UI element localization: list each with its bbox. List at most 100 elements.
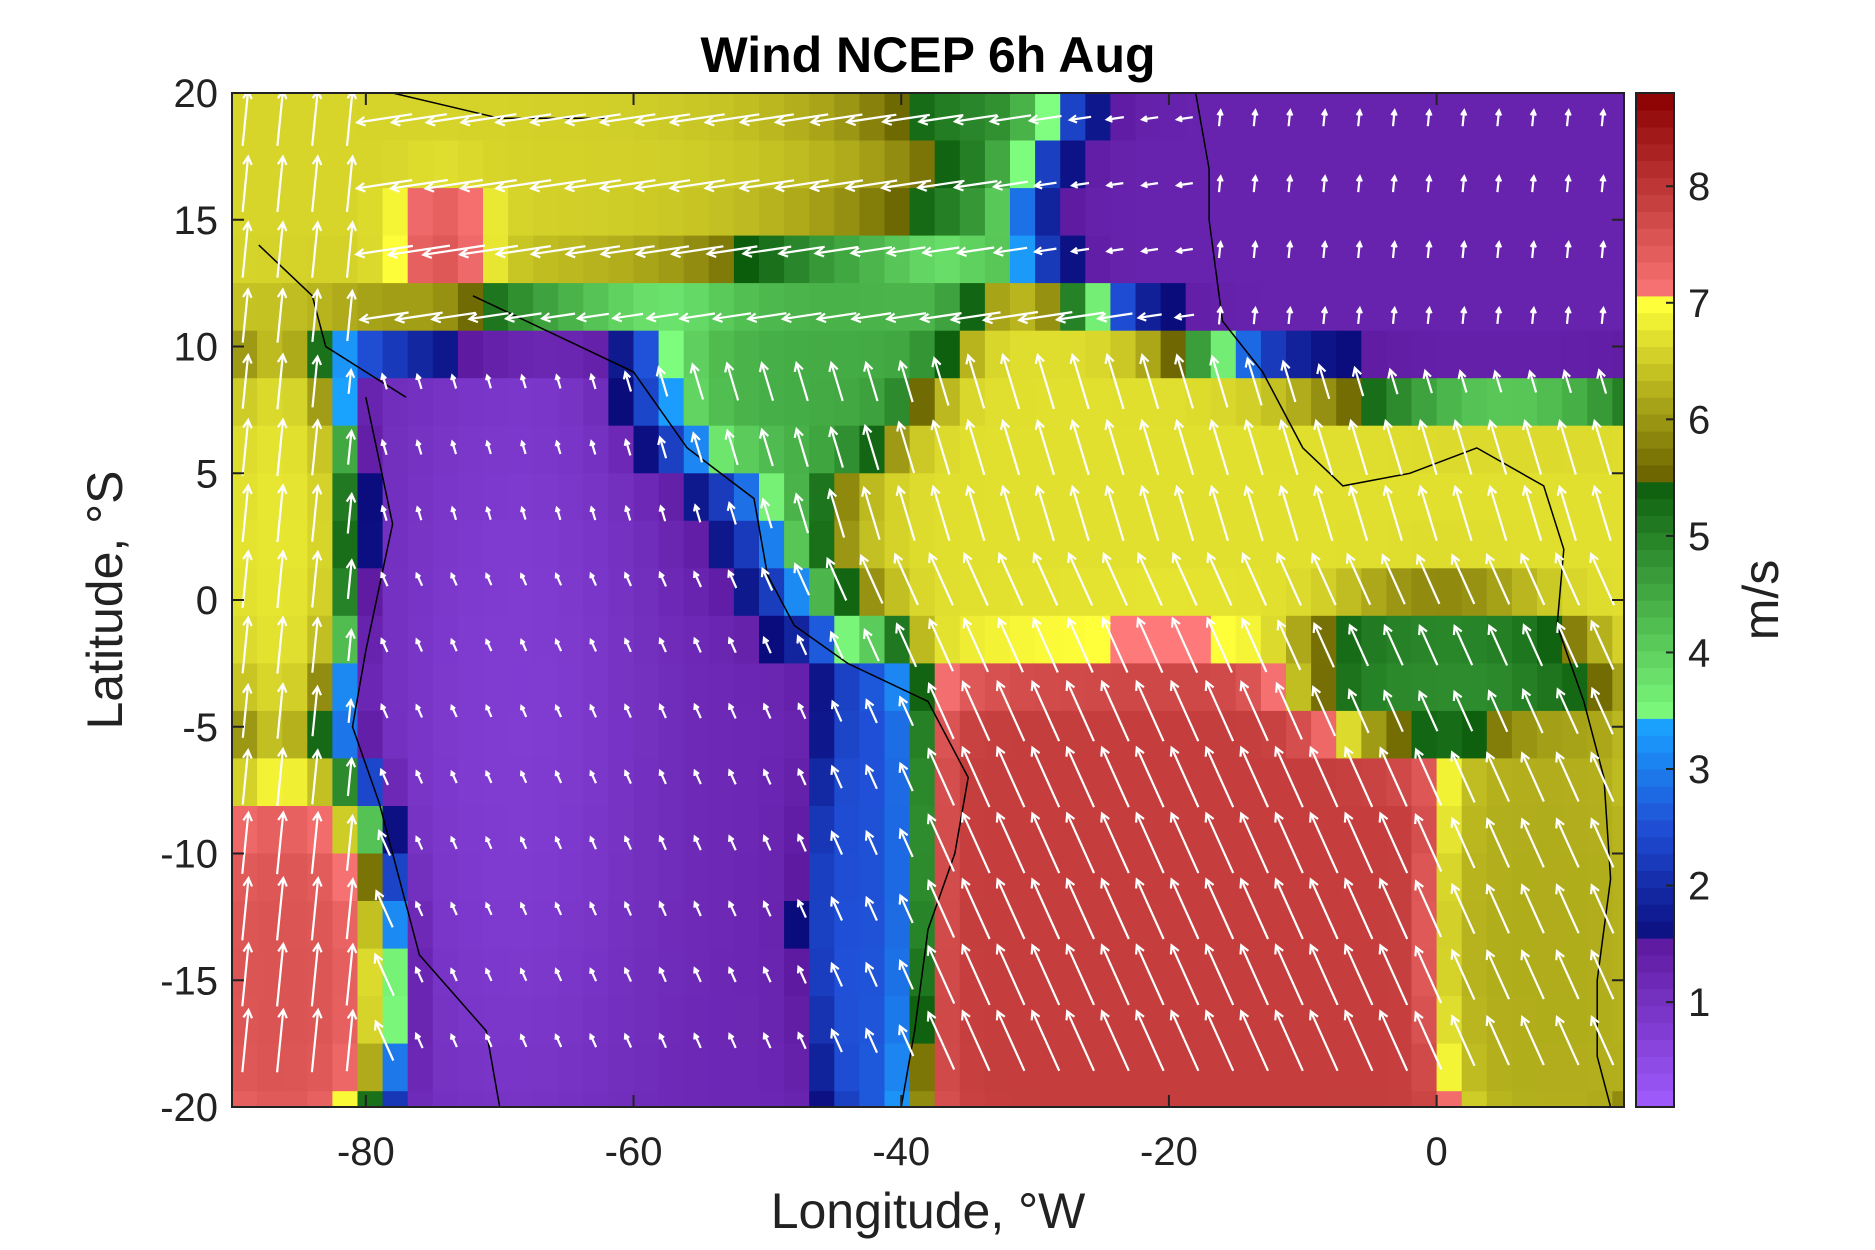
field-cell — [1185, 188, 1212, 237]
colorbar-tick-label: 3 — [1688, 748, 1710, 792]
wind-arrow — [623, 966, 633, 982]
wind-arrow — [241, 483, 253, 543]
wind-arrow — [893, 552, 919, 606]
field-cell — [1511, 758, 1538, 807]
field-cell — [1110, 663, 1137, 712]
field-cell — [1461, 901, 1488, 950]
wind-arrow — [668, 113, 725, 127]
wind-arrow — [389, 113, 447, 127]
wind-arrow — [658, 702, 667, 719]
wind-arrow — [276, 417, 288, 477]
field-cell — [483, 1091, 509, 1107]
wind-arrow — [1274, 943, 1304, 1006]
field-cell — [1160, 901, 1187, 950]
wind-arrow — [1487, 623, 1509, 666]
field-cell — [1336, 283, 1362, 332]
field-cell — [508, 473, 534, 522]
wind-arrow — [1169, 811, 1200, 874]
field-cell — [1461, 93, 1488, 142]
wind-arrow — [415, 637, 424, 652]
field-cell — [759, 140, 785, 189]
colorbar-band — [1636, 971, 1674, 990]
wind-arrow — [345, 756, 357, 797]
field-cell — [1486, 330, 1513, 379]
field-cell — [1135, 330, 1162, 379]
wind-arrow — [485, 572, 493, 586]
field-cell — [909, 235, 936, 284]
field-cell — [1085, 568, 1111, 617]
wind-arrow — [276, 220, 288, 278]
field-cell — [1587, 283, 1613, 332]
wind-arrow — [1239, 745, 1270, 808]
field-cell — [533, 710, 559, 759]
colorbar-band — [1636, 583, 1674, 601]
wind-arrow — [563, 113, 621, 127]
field-cell — [733, 425, 760, 474]
field-cell — [1587, 235, 1613, 284]
wind-arrow — [658, 636, 667, 653]
field-cell — [1311, 806, 1337, 855]
field-cell — [282, 473, 308, 522]
field-cell — [1587, 93, 1613, 142]
wind-arrow — [658, 834, 667, 851]
wind-arrow — [693, 1032, 702, 1049]
field-cell — [759, 996, 785, 1045]
field-cell — [733, 758, 760, 807]
wind-arrow — [896, 420, 916, 474]
field-cell — [1160, 1091, 1187, 1107]
wind-arrow — [658, 1032, 668, 1049]
wind-arrow — [1520, 751, 1545, 802]
wind-arrow — [693, 966, 702, 983]
wind-arrow — [520, 505, 527, 520]
y-tick-label: 15 — [174, 199, 219, 243]
wind-arrow — [1169, 943, 1200, 1006]
field-cell — [1210, 283, 1237, 332]
field-cell — [382, 853, 409, 902]
field-cell — [432, 330, 459, 379]
field-cell — [382, 1043, 409, 1092]
wind-arrow — [759, 427, 774, 467]
wind-arrow — [1343, 877, 1374, 940]
field-cell — [558, 806, 584, 855]
field-cell — [708, 853, 735, 902]
field-cell — [558, 473, 584, 522]
wind-arrow — [955, 246, 995, 258]
field-cell — [508, 1043, 534, 1092]
wind-arrow — [1415, 553, 1441, 605]
field-cell — [1386, 901, 1413, 950]
wind-arrow — [1320, 305, 1329, 325]
field-cell — [1612, 93, 1624, 142]
wind-arrow — [861, 485, 881, 541]
field-cell — [1010, 140, 1036, 189]
field-cell — [1612, 1091, 1624, 1107]
field-cell — [683, 806, 710, 855]
wind-arrow — [1590, 619, 1615, 671]
wind-arrow — [459, 179, 517, 193]
wind-arrow — [692, 503, 702, 523]
field-cell — [1336, 378, 1362, 427]
field-cell — [533, 901, 559, 950]
wind-arrow — [1564, 174, 1572, 193]
field-cell — [834, 948, 860, 997]
wind-arrow — [554, 769, 563, 784]
wind-arrow — [741, 245, 792, 258]
field-cell — [457, 1043, 484, 1092]
x-tick-label: 0 — [1425, 1130, 1447, 1174]
field-cell — [1511, 1043, 1538, 1092]
wind-arrow — [380, 372, 388, 390]
field-cell — [332, 378, 359, 427]
wind-arrow — [1589, 751, 1615, 803]
wind-arrow — [815, 312, 857, 324]
colorbar-band — [1636, 532, 1674, 550]
field-cell — [457, 806, 484, 855]
field-cell — [859, 1091, 886, 1107]
field-cell — [633, 853, 660, 902]
field-cell — [784, 378, 810, 427]
wind-arrow — [1311, 685, 1337, 737]
wind-arrow — [1286, 108, 1294, 127]
field-cell — [457, 663, 484, 712]
wind-arrow — [276, 875, 288, 941]
field-cell — [1361, 1091, 1387, 1107]
field-cell — [784, 568, 810, 617]
field-cell — [1486, 1091, 1513, 1107]
